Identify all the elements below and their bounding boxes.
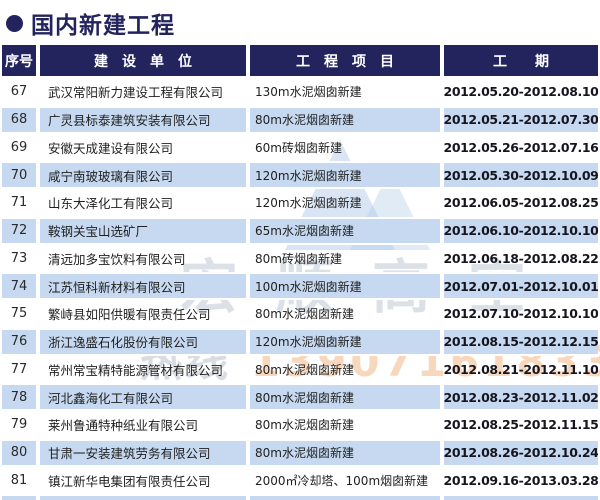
cell-no: 72: [2, 216, 36, 245]
cell-period: 2012.07.01-2012.10.01: [444, 272, 598, 300]
column-header-period: 工 期: [444, 45, 598, 76]
cell-period: 2012.06.10-2012.10.10: [444, 216, 598, 245]
page-title: 国内新建工程: [6, 6, 175, 40]
cell-unit: 江苏恒科新材料有限公司: [40, 272, 246, 300]
table-row: 70 咸宁南玻玻璃有限公司 120m水泥烟囱新建 2012.05.30-2012.10…: [2, 161, 598, 189]
column-header-no: 序号: [2, 45, 36, 76]
cell-period: 2012.06.05-2012.08.25: [444, 195, 598, 211]
cell-no: 76: [2, 327, 36, 356]
table-row: 75 繁峙县如阳供暖有限责任公司 80m水泥烟囱新建 2012.07.10-2012.…: [2, 300, 598, 328]
cell-no: 73: [10, 250, 28, 266]
cell-unit: 繁峙县如阳供暖有限责任公司: [48, 307, 211, 323]
cell-no: 79: [10, 417, 28, 433]
table-row: 68 广灵县标泰建筑安装有限公司 80m水泥烟囱新建 2012.05.21-2012.…: [2, 105, 598, 134]
column-header-unit: 建 设 单 位: [40, 45, 246, 76]
cell-no: 71: [10, 195, 28, 211]
table-row: 73 清远加多宝饮料有限公司 80m砖烟囱新建 2012.06.18-2012.08.…: [2, 245, 598, 273]
cell-unit: 莱州鲁通特种纸业有限公司: [48, 418, 199, 434]
cell-unit: 甘肃一安装建筑劳务有限公司: [40, 438, 246, 467]
column-header-project: 工 程 项 目: [250, 45, 440, 76]
cell-period: 2012.06.18-2012.08.22: [444, 250, 598, 266]
cell-project: 80m水泥烟囱新建: [250, 105, 440, 134]
cell-no: 80: [2, 438, 36, 467]
cell-no: 74: [2, 272, 36, 300]
cell-unit: 浙江逸盛石化股份有限公司: [40, 327, 246, 356]
cell-unit: 武汉常阳新力建设工程有限公司: [48, 85, 224, 101]
cell-unit: 河北鑫海化工有限公司: [40, 383, 246, 411]
cell-project: 80m水泥烟囱新建: [250, 383, 440, 411]
cell-unit: 常州常宝精特能源管材有限公司: [48, 362, 224, 378]
cell-period: 2012.08.25-2012.11.15: [444, 417, 598, 433]
table-header: 序号 建 设 单 位 工 程 项 目 工 期: [2, 45, 598, 76]
table-row: 78 河北鑫海化工有限公司 80m水泥烟囱新建 2012.08.23-2012.11.…: [2, 383, 598, 411]
table-row: 77 常州常宝精特能源管材有限公司 80m水泥烟囱新建 2012.08.21-2012…: [2, 356, 598, 384]
cell-project: 80m水泥烟囱新建: [255, 362, 354, 377]
cell-no: 67: [10, 84, 28, 100]
table-row: 79 莱州鲁通特种纸业有限公司 80m水泥烟囱新建 2012.08.25-2012.1…: [2, 411, 598, 439]
cell-unit: 咸宁南玻玻璃有限公司: [40, 161, 246, 189]
cell-unit: [40, 494, 246, 500]
cell-period: 2012.09.16-2013.03.28: [444, 472, 598, 488]
cell-project: 65m水泥烟囱新建: [250, 216, 440, 245]
cell-period: 2012.08.23-2012.11.02: [444, 383, 598, 411]
cell-period: 2012.05.20-2012.08.10: [444, 84, 598, 100]
cell-no: 77: [10, 361, 28, 377]
cell-project: [250, 494, 440, 500]
cell-unit: 清远加多宝饮料有限公司: [48, 251, 186, 267]
cell-project: 80m砖烟囱新建: [255, 251, 342, 266]
cell-project: 2000㎡冷却塔、100m烟囱新建: [255, 473, 429, 488]
cell-no: 78: [2, 383, 36, 411]
page-title-text: 国内新建工程: [31, 13, 175, 39]
cell-project: 80m水泥烟囱新建: [255, 307, 354, 322]
cell-project: 130m水泥烟囱新建: [255, 85, 362, 100]
table-body: 67 武汉常阳新力建设工程有限公司 130m水泥烟囱新建 2012.05.20-201…: [2, 78, 598, 500]
cell-project: 100m水泥烟囱新建: [250, 272, 440, 300]
cell-no: 81: [10, 472, 28, 488]
cell-project: 80m水泥烟囱新建: [255, 418, 354, 433]
table-row: 69 安徽天成建设有限公司 60m砖烟囱新建 2012.05.26-2012.07.1…: [2, 134, 598, 162]
cell-no: 68: [2, 105, 36, 134]
cell-no: 75: [10, 306, 28, 322]
cell-project: 60m砖烟囱新建: [255, 140, 342, 155]
table-row: 71 山东大泽化工有限公司 120m水泥烟囱新建 2012.06.05-2012.08…: [2, 189, 598, 217]
table-row: 80 甘肃一安装建筑劳务有限公司 80m水泥烟囱新建 2012.08.26-2012.…: [2, 438, 598, 467]
cell-no: [2, 494, 36, 500]
cell-period: 2012.05.26-2012.07.16: [444, 139, 598, 155]
cell-project: 120m水泥烟囱新建: [250, 161, 440, 189]
cell-unit: 镇江新华电集团有限责任公司: [48, 473, 211, 489]
cell-unit: 鞍钢关宝山选矿厂: [40, 216, 246, 245]
cell-period: 2012.05.30-2012.10.09: [444, 161, 598, 189]
cell-no: 69: [10, 139, 28, 155]
cell-period: 2012.08.21-2012.11.10: [444, 361, 598, 377]
table-row: 81 镇江新华电集团有限责任公司 2000㎡冷却塔、100m烟囱新建 2012.09.…: [2, 467, 598, 495]
cell-period: [444, 494, 598, 500]
cell-unit: 安徽天成建设有限公司: [48, 140, 174, 156]
cell-period: 2012.08.15-2012.12.15: [444, 327, 598, 356]
cell-unit: 广灵县标泰建筑安装有限公司: [40, 105, 246, 134]
table-row: 67 武汉常阳新力建设工程有限公司 130m水泥烟囱新建 2012.05.20-201…: [2, 78, 598, 106]
cell-period: 2012.05.21-2012.07.30: [444, 105, 598, 134]
cell-period: 2012.08.26-2012.10.24: [444, 438, 598, 467]
table-row: 74 江苏恒科新材料有限公司 100m水泥烟囱新建 2012.07.01-2012.1…: [2, 272, 598, 300]
table-row-partial: [2, 494, 598, 500]
cell-project: 80m水泥烟囱新建: [250, 438, 440, 467]
cell-unit: 山东大泽化工有限公司: [48, 196, 174, 212]
bullet-icon: [6, 14, 23, 32]
table-row: 76 浙江逸盛石化股份有限公司 120m水泥烟囱新建 2012.08.15-2012.…: [2, 327, 598, 356]
cell-period: 2012.07.10-2012.10.10: [444, 306, 598, 322]
cell-project: 120m水泥烟囱新建: [250, 327, 440, 356]
cell-project: 120m水泥烟囱新建: [255, 196, 362, 211]
cell-no: 70: [2, 161, 36, 189]
table-row: 72 鞍钢关宝山选矿厂 65m水泥烟囱新建 2012.06.10-2012.10.10: [2, 216, 598, 245]
